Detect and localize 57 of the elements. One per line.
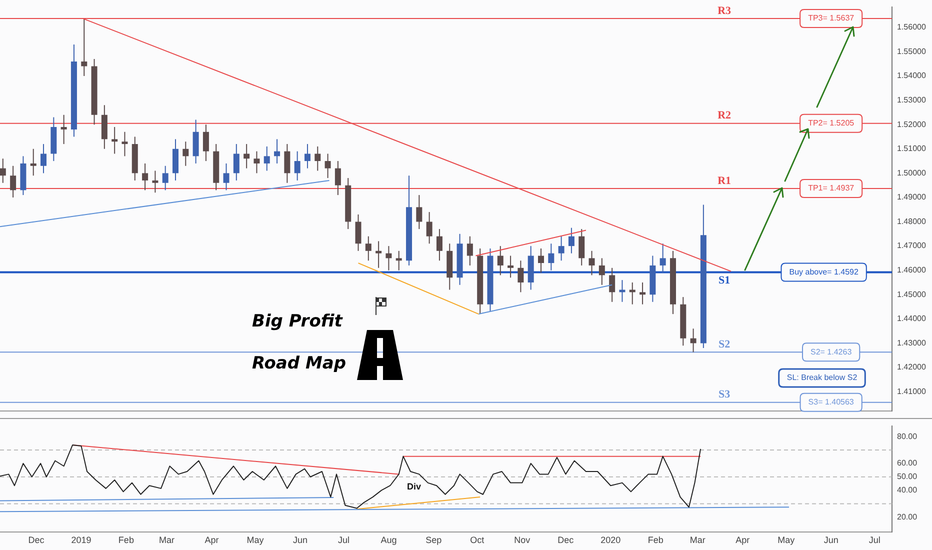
annotation: TP2= 1.5205 — [808, 118, 855, 128]
x-tick-label: Jun — [824, 534, 838, 545]
x-tick-label: Aug — [380, 534, 397, 545]
ref-line-label: R1 — [718, 174, 732, 187]
x-tick-label: Jul — [338, 534, 350, 545]
y-tick-label: 1.53000 — [897, 96, 926, 105]
y-tick-label: 1.44000 — [897, 314, 926, 324]
y-tick-label: 1.42000 — [897, 362, 926, 372]
y-tick-label: 40.00 — [897, 486, 918, 495]
x-tick-label: Jun — [292, 534, 308, 545]
x-tick-label: Sep — [426, 534, 442, 545]
ref-line-label: R2 — [718, 110, 732, 122]
x-tick-label: 2019 — [71, 534, 92, 545]
annotation: S2= 1.4263 — [810, 347, 852, 356]
x-tick-label: May — [778, 534, 796, 545]
y-tick-label: 1.41000 — [897, 386, 926, 396]
annotation: Road Map — [252, 353, 346, 374]
y-tick-label: 1.45000 — [897, 290, 926, 299]
y-tick-label: 1.50000 — [897, 168, 926, 178]
y-tick-label: 60.00 — [897, 458, 918, 468]
y-tick-label: 1.47000 — [897, 241, 926, 250]
annotation: Buy above= 1.4592 — [789, 267, 859, 276]
annotation: Div — [406, 481, 422, 492]
x-tick-label: Feb — [118, 534, 134, 545]
y-tick-label: 1.55000 — [897, 46, 926, 56]
x-tick-label: Oct — [470, 534, 485, 545]
x-tick-label: Dec — [558, 534, 574, 545]
x-tick-label: Dec — [28, 534, 45, 545]
x-tick-label: Apr — [204, 534, 219, 545]
annotation: TP1= 1.4937 — [808, 184, 855, 193]
y-tick-label: 1.43000 — [897, 338, 926, 348]
y-tick-label: 1.46000 — [897, 266, 926, 275]
ref-line-label: S2 — [718, 338, 731, 351]
x-tick-label: Nov — [514, 534, 531, 545]
annotation: TP3= 1.5637 — [808, 14, 855, 23]
annotation: SL: Break below S2 — [786, 373, 858, 382]
y-tick-label: 1.56000 — [897, 22, 926, 32]
y-tick-label: 80.00 — [897, 432, 918, 441]
x-tick-label: May — [246, 534, 264, 545]
x-tick-label: Mar — [690, 534, 706, 545]
y-tick-label: 1.52000 — [897, 120, 926, 129]
y-tick-label: 50.00 — [897, 472, 918, 482]
x-tick-label: Apr — [736, 534, 750, 545]
ref-line-label: S3 — [718, 388, 731, 401]
y-tick-label: 20.00 — [897, 512, 918, 522]
y-tick-label: 1.51000 — [897, 144, 926, 154]
x-tick-label: 2020 — [600, 534, 621, 545]
x-tick-label: Feb — [648, 534, 664, 545]
ref-line-label: R3 — [718, 4, 732, 17]
x-tick-label: Jul — [868, 534, 880, 545]
ref-line-label: S1 — [718, 274, 730, 287]
y-tick-label: 1.54000 — [897, 71, 926, 80]
annotation: Big Profit — [252, 311, 344, 332]
x-tick-label: Mar — [159, 534, 175, 545]
y-tick-label: 1.49000 — [897, 192, 926, 202]
y-tick-label: 1.48000 — [897, 216, 926, 226]
annotation: S3= 1.40563 — [808, 398, 854, 407]
